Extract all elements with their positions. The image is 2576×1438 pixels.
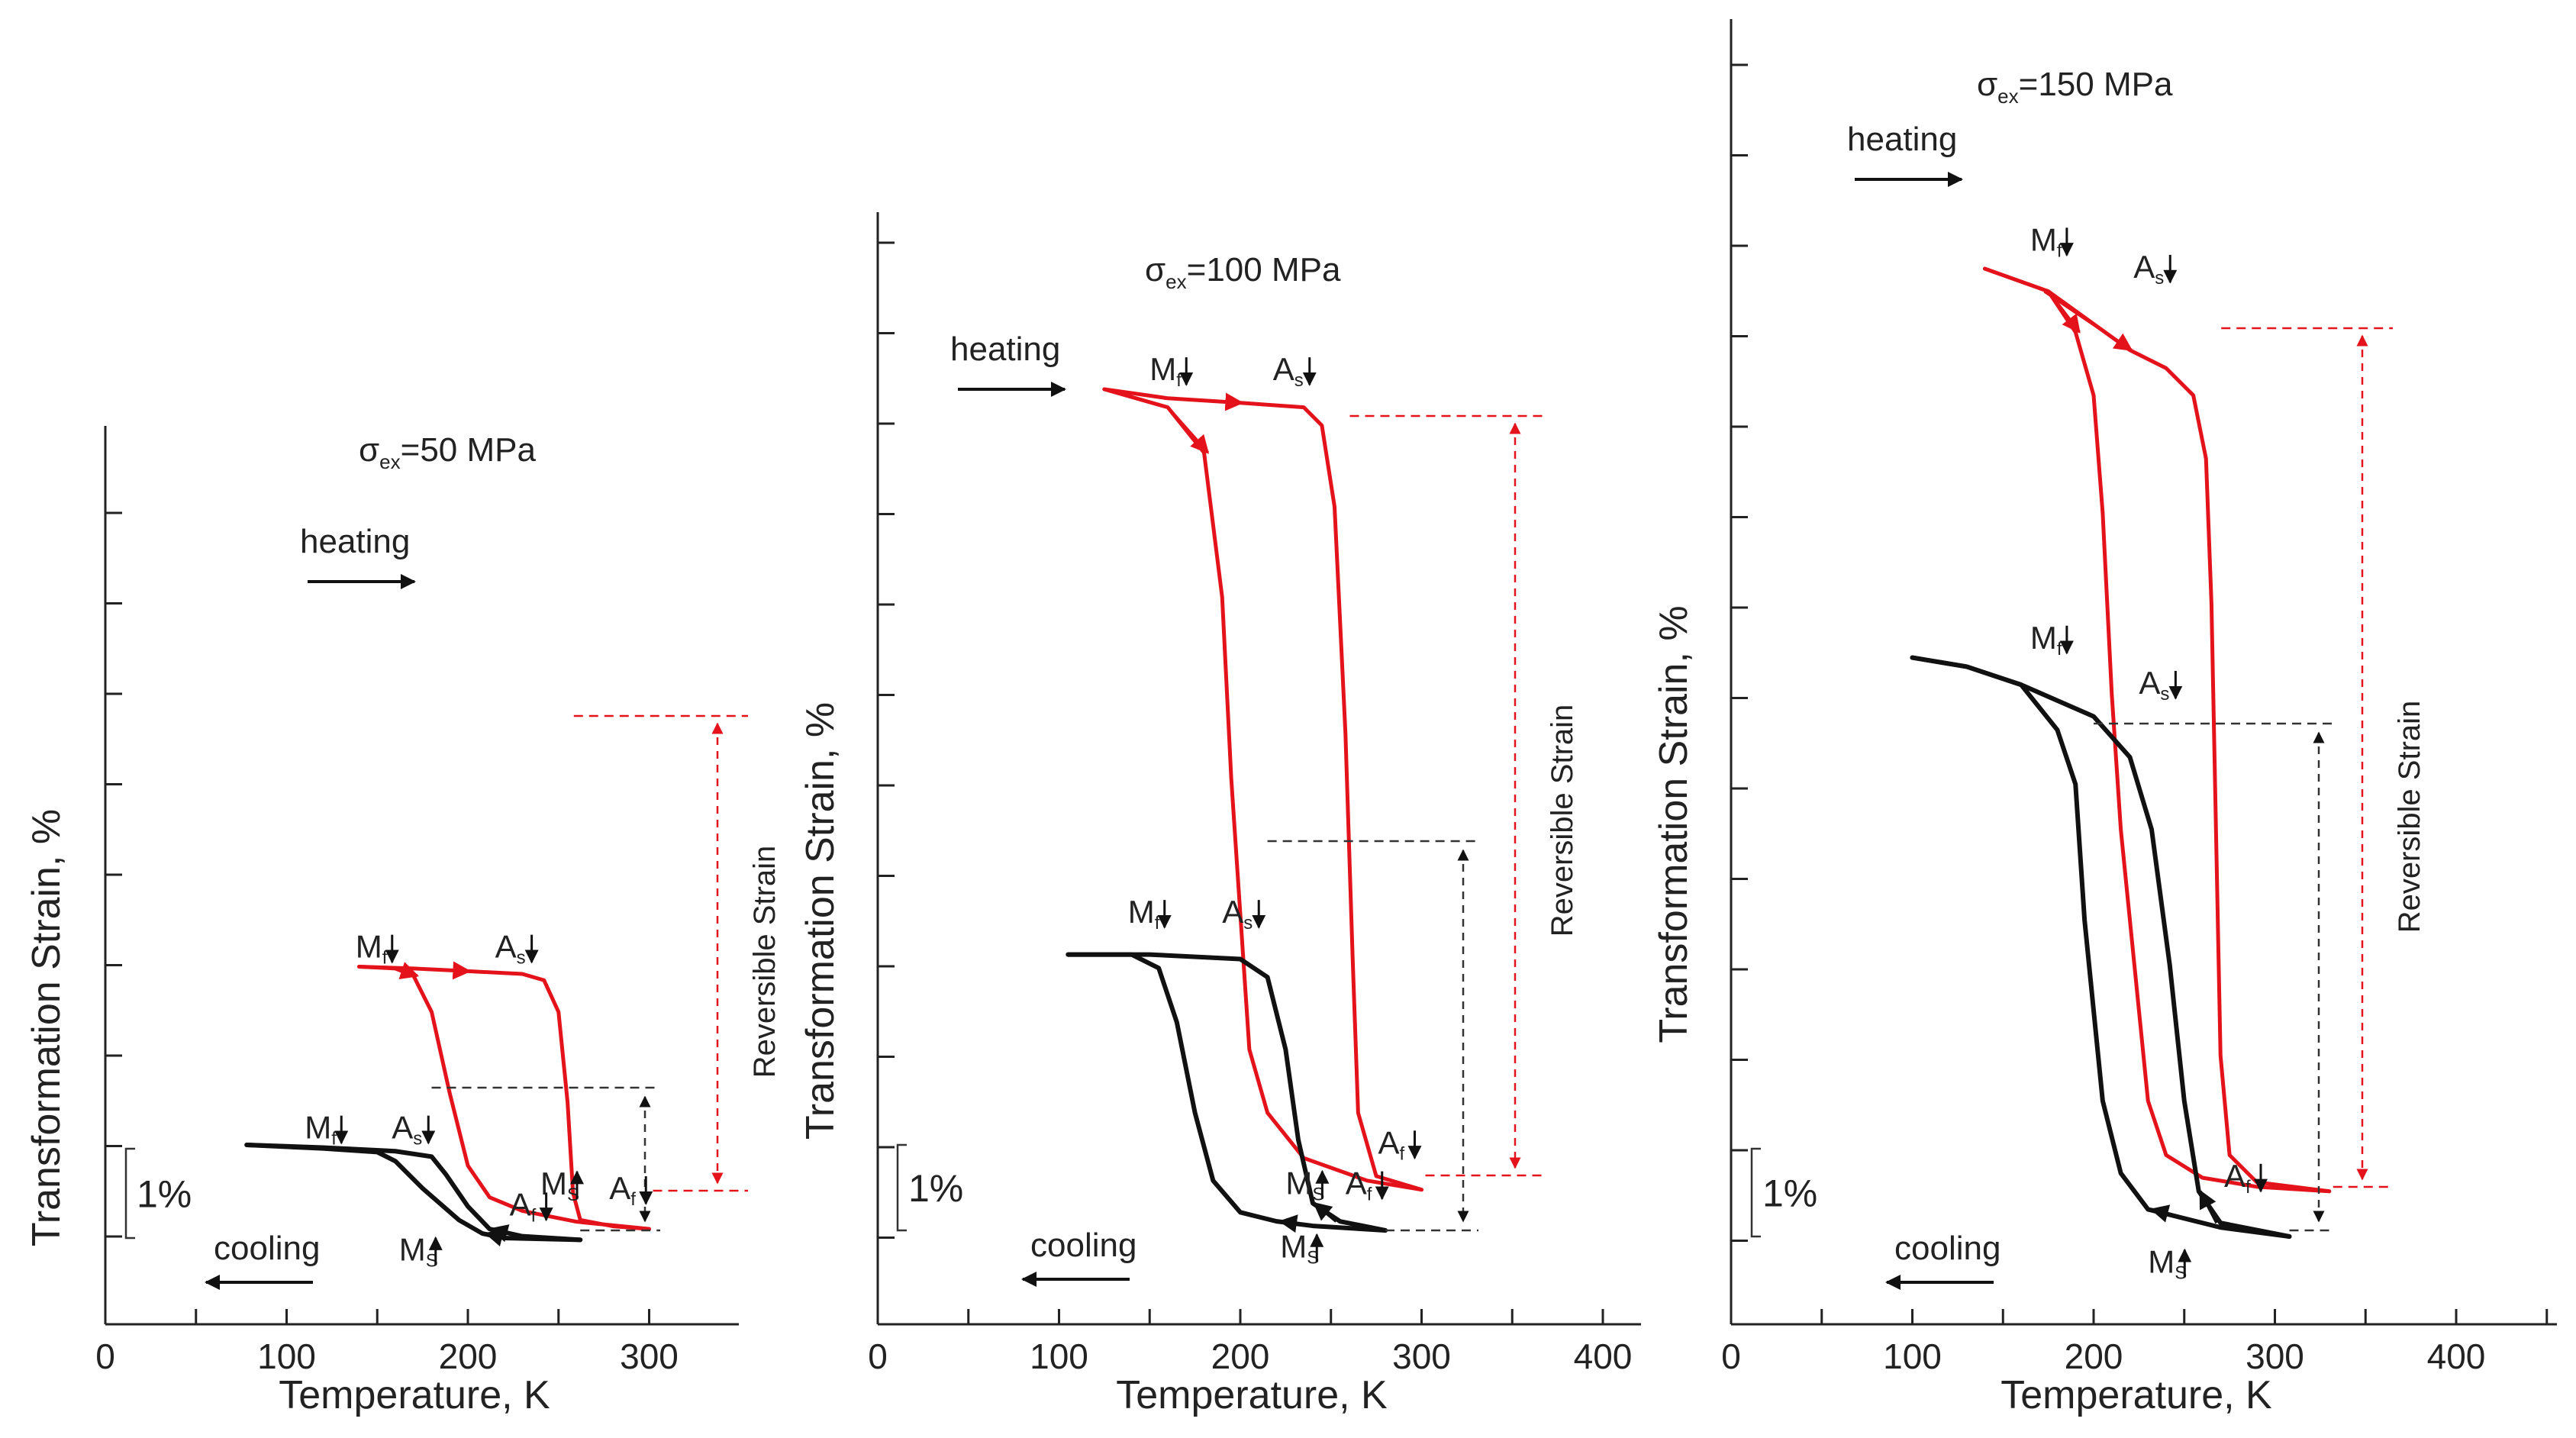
x-tick-label: 300	[1392, 1336, 1451, 1376]
chart-panel-1: 0 100 200 300 Temperature, K Transformation S…	[24, 426, 782, 1417]
scale-bar	[1750, 1147, 1761, 1238]
reversible-strain-label: Reversible Strain	[748, 846, 782, 1078]
upper-heating-arrow	[1163, 392, 1244, 411]
chart-panel-2: 0 100 200 300 400 Temperature, K Transformatio…	[798, 212, 1641, 1417]
heating-label: heating	[300, 523, 410, 560]
marker-As: As	[392, 1110, 422, 1149]
marker-As: As	[1222, 894, 1253, 933]
upper-cooling-arrow	[1166, 406, 1210, 454]
x-tick-label: 100	[1883, 1336, 1942, 1376]
x-tick-label: 400	[1574, 1336, 1633, 1376]
x-tick-label: 200	[1211, 1336, 1270, 1376]
heating-label: heating	[950, 330, 1060, 368]
reversible-strain-label: Reversible Strain	[2393, 701, 2426, 933]
lower-cooling-arrow	[484, 1228, 505, 1246]
upper-cooling-arrow	[395, 962, 420, 979]
x-axis-label: Temperature, K	[2001, 1373, 2272, 1417]
chart-title: σex=150 MPa	[1977, 66, 2173, 108]
upper-cooling-curve	[1102, 387, 1423, 1192]
upper-cooling-curve	[357, 965, 651, 1231]
reversible-strain-label: Reversible Strain	[1546, 704, 1579, 937]
upper-cooling-arrow	[2047, 290, 2081, 334]
x-tick-label: 200	[2065, 1336, 2123, 1376]
x-tick-label: 100	[1030, 1336, 1088, 1376]
upper-cooling-curve	[1983, 266, 2332, 1194]
marker-Af: Af	[510, 1186, 537, 1226]
scale-bar	[124, 1147, 135, 1240]
lower-cooling-arrow	[1278, 1214, 1314, 1233]
upper-heating-arrow	[409, 961, 472, 980]
lower-heating-arrow	[1313, 1201, 1337, 1223]
lower-cooling-arrow	[2149, 1204, 2221, 1230]
lower-heating-curve	[1910, 655, 2292, 1239]
upper-heating-curve	[357, 965, 651, 1231]
marker-Ms: MS	[1280, 1229, 1319, 1269]
marker-Af: Af	[1346, 1166, 1372, 1205]
x-tick-label: 200	[439, 1336, 498, 1376]
marker-Af: Af	[2224, 1158, 2251, 1198]
x-tick-label: 300	[2246, 1336, 2304, 1376]
marker-As: As	[1273, 351, 1304, 391]
marker-As: As	[2139, 665, 2169, 704]
scale-bar-label: 1%	[1762, 1172, 1817, 1215]
cooling-label: cooling	[1894, 1230, 2001, 1267]
marker-Mf: Mf	[2030, 620, 2062, 659]
x-tick-label: 400	[2427, 1336, 2486, 1376]
chart-panel-3: 0 100 200 300 400 Temperature, K Transformatio…	[1652, 19, 2557, 1417]
x-tick-label: 100	[257, 1336, 316, 1376]
marker-Mf: Mf	[356, 929, 388, 969]
chart-title: σex=50 MPa	[359, 431, 536, 473]
marker-Mf: Mf	[1149, 351, 1182, 391]
chart-title: σex=100 MPa	[1145, 251, 1341, 293]
marker-Mf: Mf	[305, 1110, 337, 1149]
marker-Af: Af	[1378, 1124, 1405, 1164]
marker-Af: Af	[609, 1170, 636, 1210]
cooling-label: cooling	[1030, 1227, 1136, 1264]
y-axis-label: Transformation Strain, %	[798, 702, 843, 1140]
marker-Ms: MS	[1285, 1166, 1324, 1205]
marker-Mf: Mf	[2030, 221, 2062, 261]
x-axis-label: Temperature, K	[1116, 1373, 1388, 1417]
lower-cooling-curve	[1910, 655, 2292, 1239]
y-axis-label: Transformation Strain, %	[1652, 605, 1696, 1043]
upper-heating-arrow	[2043, 290, 2133, 352]
x-axis-label: Temperature, K	[279, 1373, 550, 1417]
x-tick-label: 300	[620, 1336, 679, 1376]
marker-Ms: MS	[2148, 1243, 2187, 1283]
lower-heating-curve	[1066, 952, 1388, 1233]
scale-bar-label: 1%	[137, 1173, 192, 1216]
x-tick-label: 0	[95, 1336, 115, 1376]
lower-heating-arrow	[2198, 1189, 2219, 1224]
marker-As: As	[495, 929, 526, 969]
x-tick-label: 0	[1721, 1336, 1741, 1376]
upper-heating-curve	[1983, 266, 2332, 1194]
marker-As: As	[2133, 249, 2164, 289]
lower-cooling-curve	[1066, 952, 1388, 1233]
marker-Mf: Mf	[1128, 894, 1160, 933]
marker-Ms: MS	[399, 1232, 438, 1272]
heating-label: heating	[1847, 121, 1957, 158]
scale-bar-label: 1%	[908, 1167, 963, 1210]
y-axis-label: Transformation Strain, %	[24, 809, 69, 1246]
upper-heating-curve	[1102, 387, 1423, 1192]
scale-bar	[896, 1143, 907, 1232]
x-tick-label: 0	[868, 1336, 888, 1376]
cooling-label: cooling	[214, 1230, 320, 1267]
